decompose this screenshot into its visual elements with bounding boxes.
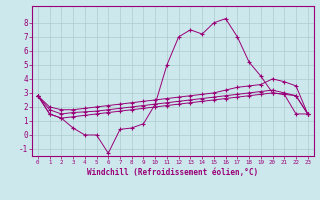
- X-axis label: Windchill (Refroidissement éolien,°C): Windchill (Refroidissement éolien,°C): [87, 168, 258, 177]
